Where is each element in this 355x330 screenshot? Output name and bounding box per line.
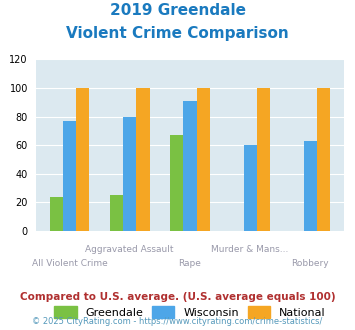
Bar [197, 88, 210, 231]
Bar [304, 141, 317, 231]
Bar [123, 116, 136, 231]
Bar [170, 135, 183, 231]
Bar [110, 195, 123, 231]
Text: Aggravated Assault: Aggravated Assault [86, 245, 174, 254]
Bar [257, 88, 270, 231]
Bar [136, 88, 149, 231]
Text: Rape: Rape [179, 259, 201, 268]
Text: Compared to U.S. average. (U.S. average equals 100): Compared to U.S. average. (U.S. average … [20, 292, 335, 302]
Text: All Violent Crime: All Violent Crime [32, 259, 107, 268]
Text: Violent Crime Comparison: Violent Crime Comparison [66, 26, 289, 41]
Bar [317, 88, 330, 231]
Bar [183, 101, 197, 231]
Bar [63, 121, 76, 231]
Text: Murder & Mans...: Murder & Mans... [212, 245, 289, 254]
Legend: Greendale, Wisconsin, National: Greendale, Wisconsin, National [50, 302, 330, 322]
Text: Robbery: Robbery [291, 259, 329, 268]
Bar [50, 197, 63, 231]
Bar [76, 88, 89, 231]
Bar [244, 145, 257, 231]
Text: © 2025 CityRating.com - https://www.cityrating.com/crime-statistics/: © 2025 CityRating.com - https://www.city… [32, 317, 323, 326]
Text: 2019 Greendale: 2019 Greendale [109, 3, 246, 18]
